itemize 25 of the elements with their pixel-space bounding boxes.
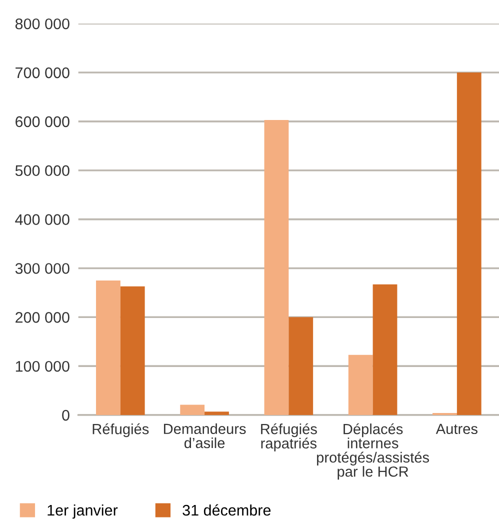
bar	[204, 412, 229, 416]
legend-label: 31 décembre	[182, 504, 271, 516]
bar	[264, 120, 289, 416]
y-tick-label: 100 000	[16, 360, 70, 372]
bar	[180, 404, 205, 416]
bar	[288, 317, 314, 416]
y-tick-label: 200 000	[16, 312, 70, 323]
bar	[348, 354, 373, 416]
y-tick-label: 700 000	[16, 67, 70, 78]
x-tick-label: Autres	[436, 424, 478, 434]
bar	[96, 280, 120, 416]
x-tick-label: Demandeurs d’asile	[164, 423, 246, 448]
y-tick-label: 300 000	[15, 263, 70, 274]
x-tick-label: Déplacés internes protégés/assistés par le HCR	[317, 423, 430, 480]
y-tick-label: 800 000	[15, 18, 70, 30]
legend-label: 1er janvier	[48, 504, 118, 519]
y-tick-label: 600 000	[16, 116, 70, 128]
x-tick-label: Réfugiés	[92, 423, 149, 438]
y-tick-label: 0	[62, 410, 70, 421]
bar	[120, 286, 145, 416]
bar	[372, 284, 398, 416]
y-tick-label: 500 000	[15, 165, 70, 176]
bar	[456, 72, 482, 416]
x-tick-label: Réfugiés rapatriés	[261, 423, 317, 452]
y-tick-label: 400 000	[15, 214, 70, 225]
